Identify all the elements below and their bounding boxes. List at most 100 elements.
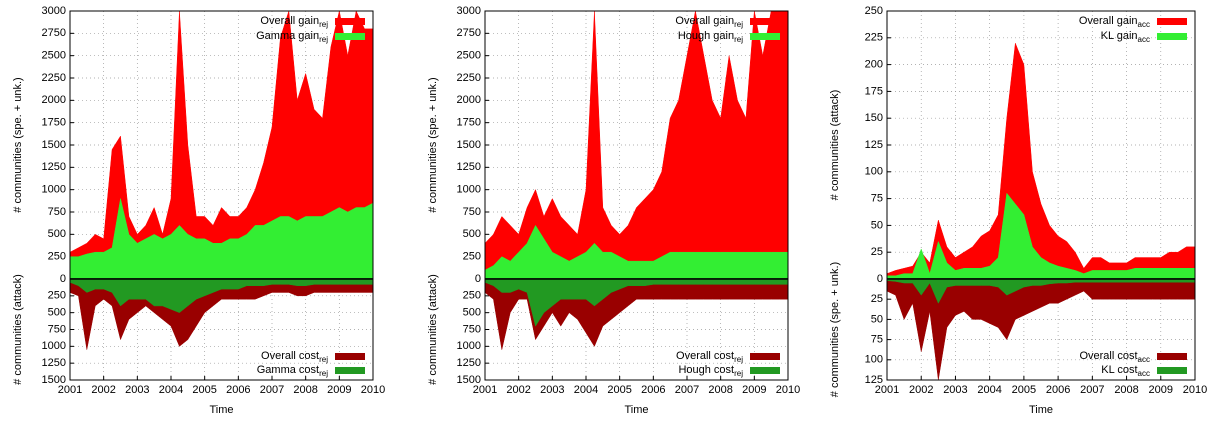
legend-name: Hough gain [678, 30, 734, 42]
y-tick-label: 1000 [457, 340, 481, 352]
series-area [887, 279, 1195, 304]
x-tick-label: 2002 [506, 384, 530, 396]
x-tick-label: 2004 [159, 384, 183, 396]
legend-subscript: rej [734, 35, 743, 44]
y-tick-label: 500 [463, 228, 481, 240]
x-tick-label: 2005 [192, 384, 216, 396]
y-tick-label: 75 [871, 334, 883, 346]
y-tick-label: 500 [48, 307, 66, 319]
y-tick-label: 1250 [457, 161, 481, 173]
legend-name: Overall cost [1079, 350, 1137, 362]
series-area [887, 279, 1195, 380]
y-tick-label: 1250 [42, 161, 66, 173]
legend-swatch [335, 33, 365, 40]
x-axis-label: Time [1029, 404, 1053, 416]
y-tick-label: 150 [865, 112, 883, 124]
x-tick-label: 2007 [675, 384, 699, 396]
y-tick-label: 1000 [42, 340, 66, 352]
legend-label: Gamma gainrej [256, 30, 328, 44]
x-tick-label: 2003 [943, 384, 967, 396]
y-tick-label: 250 [463, 290, 481, 302]
legend-name: Hough cost [678, 364, 734, 376]
x-axis-label: Time [209, 404, 233, 416]
y-tick-label: 3000 [457, 5, 481, 17]
y-tick-label: 0 [877, 273, 883, 285]
y-tick-label: 250 [48, 251, 66, 263]
x-tick-label: 2010 [776, 384, 800, 396]
legend-subscript: rej [319, 369, 328, 378]
y-tick-label: 2000 [457, 94, 481, 106]
y-tick-label: 75 [871, 193, 883, 205]
y-axis-label: # communities (spe. + unk.) [427, 77, 439, 212]
x-tick-label: 2009 [1149, 384, 1173, 396]
series-area [887, 192, 1195, 279]
series-area [485, 224, 788, 279]
x-tick-label: 2005 [607, 384, 631, 396]
y-tick-label: 500 [463, 307, 481, 319]
y-tick-label: 100 [865, 354, 883, 366]
legend-label: Overall gainacc [1079, 15, 1150, 29]
series-area [70, 198, 373, 279]
y-tick-label: 1250 [457, 357, 481, 369]
series-area [887, 43, 1195, 279]
y-tick-label: 250 [865, 5, 883, 17]
x-tick-label: 2010 [361, 384, 385, 396]
legend-subscript: acc [1138, 20, 1150, 29]
legend-name: Overall cost [676, 350, 734, 362]
legend-swatch [1157, 353, 1187, 360]
legend-swatch [1157, 367, 1187, 374]
y-tick-label: 1000 [457, 184, 481, 196]
x-tick-label: 2008 [1114, 384, 1138, 396]
y-tick-label: 1500 [457, 374, 481, 386]
x-tick-label: 2001 [473, 384, 497, 396]
legend-swatch [750, 33, 780, 40]
legend-label: Gamma costrej [257, 364, 328, 378]
legend-subscript: rej [319, 20, 328, 29]
x-tick-label: 2007 [1080, 384, 1104, 396]
legend-subscript: rej [734, 20, 743, 29]
legend-label: Overall gainrej [675, 15, 743, 29]
y-tick-label: 1500 [42, 374, 66, 386]
plot-frame [886, 278, 1196, 381]
legend-subscript: acc [1138, 369, 1150, 378]
legend-swatch [750, 18, 780, 25]
legend-swatch [335, 18, 365, 25]
legend-name: Overall gain [675, 15, 734, 27]
y-tick-label: 1750 [457, 117, 481, 129]
y-tick-label: 50 [871, 219, 883, 231]
x-tick-label: 2008 [293, 384, 317, 396]
y-tick-label: 2000 [42, 94, 66, 106]
legend-label: Overall gainrej [260, 15, 328, 29]
x-tick-label: 2003 [540, 384, 564, 396]
x-tick-label: 2009 [742, 384, 766, 396]
y-tick-label: 125 [865, 374, 883, 386]
legend-name: KL cost [1101, 364, 1137, 376]
y-tick-label: 1750 [42, 117, 66, 129]
x-tick-label: 2004 [574, 384, 598, 396]
y-tick-label: 225 [865, 32, 883, 44]
y-tick-label: 25 [871, 246, 883, 258]
x-tick-label: 2001 [58, 384, 82, 396]
legend-label: Overall costrej [676, 350, 743, 364]
x-tick-label: 2010 [1183, 384, 1207, 396]
series-area [485, 279, 788, 327]
legend-label: KL gainacc [1101, 30, 1150, 44]
y-tick-label: 250 [48, 290, 66, 302]
y-tick-label: 175 [865, 85, 883, 97]
x-tick-label: 2008 [708, 384, 732, 396]
y-tick-label: 750 [463, 323, 481, 335]
y-axis-label: # communities (attack) [829, 90, 841, 201]
x-tick-label: 2006 [641, 384, 665, 396]
y-tick-label: 2750 [42, 27, 66, 39]
x-tick-label: 2004 [977, 384, 1001, 396]
y-tick-label: 25 [871, 293, 883, 305]
legend-label: Hough gainrej [678, 30, 743, 44]
legend-name: Overall cost [261, 350, 319, 362]
plot-frame [69, 278, 374, 381]
subplot: 0 250 500 750 1000 1250 1500 1750 2000 2250 2500 27… [12, 5, 374, 285]
x-tick-label: 2007 [260, 384, 284, 396]
legend-label: Hough costrej [678, 364, 743, 378]
legend-name: KL gain [1101, 30, 1138, 42]
